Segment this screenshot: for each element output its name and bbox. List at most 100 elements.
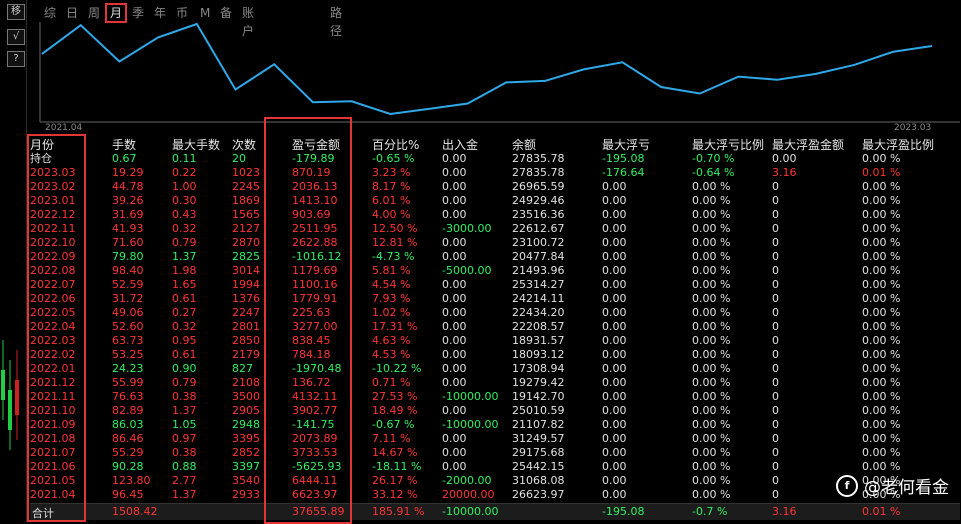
- cell-month: 2022.10: [30, 236, 76, 249]
- cell-maxloss: 0.00: [602, 250, 627, 263]
- tab-6[interactable]: 币: [176, 6, 189, 20]
- cell-flow: 20000.00: [442, 488, 495, 501]
- table-row[interactable]: 2023.02 44.78 1.00 2245 2036.13 8.17 % 0.00 269…: [30, 180, 960, 194]
- cell-maxprofit: 0: [772, 292, 779, 305]
- table-row[interactable]: 2022.09 79.80 1.37 2825 -1016.12 -4.73 % 0.00 2…: [30, 250, 960, 264]
- cell-month: 2022.04: [30, 320, 76, 333]
- header-lots[interactable]: 手数: [112, 138, 137, 152]
- cell-count: 2905: [232, 404, 260, 417]
- header-pct[interactable]: 百分比%: [372, 138, 420, 152]
- move-button[interactable]: 移: [7, 4, 25, 20]
- cell-balance: 25010.59: [512, 404, 565, 417]
- tab-3[interactable]: 月: [104, 3, 128, 23]
- table-row[interactable]: 2022.05 49.06 0.27 2247 225.63 1.02 % 0.00 2243…: [30, 306, 960, 320]
- cell-maxlosspct: 0.00 %: [692, 236, 731, 249]
- cell-maxloss: 0.00: [602, 474, 627, 487]
- tab-4[interactable]: 季: [132, 6, 145, 20]
- table-row[interactable]: 2021.06 90.28 0.88 3397 -5625.93 -18.11 % 0.00…: [30, 460, 960, 474]
- table-row[interactable]: 2022.12 31.69 0.43 1565 903.69 4.00 % 0.00 2351…: [30, 208, 960, 222]
- header-maxlots[interactable]: 最大手数: [172, 138, 221, 152]
- cell-maxloss: 0.00: [602, 390, 627, 403]
- help-button[interactable]: ?: [7, 51, 25, 67]
- cell-balance: 18931.57: [512, 334, 565, 347]
- table-row[interactable]: 2021.05 123.80 2.77 3540 6444.11 26.17 % -2000…: [30, 474, 960, 488]
- cell-maxprofitpct: 0.00 %: [862, 362, 901, 375]
- cell-pct: -4.73 %: [372, 250, 415, 263]
- table-row[interactable]: 2023.03 19.29 0.22 1023 870.19 3.23 % 0.00 2783…: [30, 166, 960, 180]
- cell-maxloss: 0.00: [602, 348, 627, 361]
- header-month[interactable]: 月份: [30, 138, 55, 152]
- table-row[interactable]: 2021.07 55.29 0.38 2852 3733.53 14.67 % 0.00 29…: [30, 446, 960, 460]
- cell-maxlots: 0.27: [172, 306, 197, 319]
- table-row[interactable]: 2022.11 41.93 0.32 2127 2511.95 12.50 % -3000.…: [30, 222, 960, 236]
- cell-pnl: 6444.11: [292, 474, 338, 487]
- tab-8[interactable]: 备: [220, 6, 233, 20]
- cell-lots: 41.93: [112, 222, 144, 235]
- cell-balance: 18093.12: [512, 348, 565, 361]
- cell-maxlosspct: 0.00 %: [692, 376, 731, 389]
- table-row[interactable]: 2021.11 76.63 0.38 3500 4132.11 27.53 % -10000…: [30, 390, 960, 404]
- cell-pct: 1.02 %: [372, 306, 411, 319]
- table-row[interactable]: 2021.09 86.03 1.05 2948 -141.75 -0.67 % -10000…: [30, 418, 960, 432]
- cell-lots: 31.72: [112, 292, 144, 305]
- table-row[interactable]: 2022.01 24.23 0.90 827 -1970.48 -10.22 % 0.00 1…: [30, 362, 960, 376]
- table-row[interactable]: 2021.10 82.89 1.37 2905 3902.77 18.49 % 0.00 25…: [30, 404, 960, 418]
- cell-maxlosspct: 0.00 %: [692, 404, 731, 417]
- cell-maxprofit: 0: [772, 236, 779, 249]
- header-maxloss[interactable]: 最大浮亏: [602, 138, 651, 152]
- table-row[interactable]: 2022.02 53.25 0.61 2179 784.18 4.53 % 0.00 1809…: [30, 348, 960, 362]
- tab-5[interactable]: 年: [154, 6, 167, 20]
- cell-balance: 26623.97: [512, 488, 565, 501]
- cell-balance: 26965.59: [512, 180, 565, 193]
- table-row[interactable]: 2021.04 96.45 1.37 2933 6623.97 33.12 % 20000.…: [30, 488, 960, 502]
- table-row[interactable]: 2021.08 86.46 0.97 3395 2073.89 7.11 % 0.00 312…: [30, 432, 960, 446]
- totals-maxlosspct: -0.7 %: [692, 505, 728, 518]
- table-row[interactable]: 持仓 0.67 0.11 20 -179.89 -0.65 % 0.00 27835.78 -1…: [30, 152, 960, 166]
- table-row[interactable]: 2022.04 52.60 0.32 2801 3277.00 17.31 % 0.00 22…: [30, 320, 960, 334]
- cell-count: 827: [232, 362, 253, 375]
- cell-pct: 17.31 %: [372, 320, 418, 333]
- tab-10[interactable]: 路径: [330, 6, 343, 38]
- header-pnl[interactable]: 盈亏金额: [292, 138, 341, 152]
- header-maxprofit[interactable]: 最大浮盈金额: [772, 138, 845, 152]
- cell-maxprofit: 0: [772, 390, 779, 403]
- cell-maxloss: 0.00: [602, 180, 627, 193]
- header-flow[interactable]: 出入金: [442, 138, 479, 152]
- table-row[interactable]: 2022.06 31.72 0.61 1376 1779.91 7.93 % 0.00 242…: [30, 292, 960, 306]
- tab-2[interactable]: 周: [88, 6, 101, 20]
- cell-pnl: -5625.93: [292, 460, 342, 473]
- tab-9[interactable]: 账户: [242, 6, 255, 38]
- header-maxprofitpct[interactable]: 最大浮盈比例: [862, 138, 935, 152]
- cell-lots: 0.67: [112, 152, 137, 165]
- tab-0[interactable]: 综: [44, 6, 57, 20]
- cell-balance: 19279.42: [512, 376, 565, 389]
- table-row[interactable]: 2023.01 39.26 0.30 1869 1413.10 6.01 % 0.00 249…: [30, 194, 960, 208]
- header-count[interactable]: 次数: [232, 138, 257, 152]
- cell-flow: 0.00: [442, 292, 467, 305]
- cell-maxprofitpct: 0.00 %: [862, 404, 901, 417]
- cell-pct: -0.67 %: [372, 418, 415, 431]
- header-balance[interactable]: 余额: [512, 138, 537, 152]
- check-button[interactable]: √: [7, 29, 25, 45]
- cell-maxloss: 0.00: [602, 208, 627, 221]
- cell-maxlosspct: 0.00 %: [692, 348, 731, 361]
- cell-maxlots: 0.95: [172, 334, 197, 347]
- table-row[interactable]: 2022.07 52.59 1.65 1994 1100.16 4.54 % 0.00 253…: [30, 278, 960, 292]
- table-row[interactable]: 2022.03 63.73 0.95 2850 838.45 4.63 % 0.00 1893…: [30, 334, 960, 348]
- cell-balance: 23516.36: [512, 208, 565, 221]
- totals-label: 合计: [32, 507, 54, 520]
- table-row[interactable]: 2022.10 71.60 0.79 2870 2622.88 12.81 % 0.00 23…: [30, 236, 960, 250]
- cell-balance: 24214.11: [512, 292, 565, 305]
- totals-maxprofit: 3.16: [772, 505, 797, 518]
- cell-flow: 0.00: [442, 250, 467, 263]
- cell-pct: 18.49 %: [372, 404, 418, 417]
- cell-count: 2850: [232, 334, 260, 347]
- cell-maxlots: 0.32: [172, 222, 197, 235]
- cell-pct: -18.11 %: [372, 460, 422, 473]
- tab-1[interactable]: 日: [66, 6, 79, 20]
- table-row[interactable]: 2022.08 98.40 1.98 3014 1179.69 5.81 % -5000.0…: [30, 264, 960, 278]
- cell-flow: 0.00: [442, 334, 467, 347]
- table-row[interactable]: 2021.12 55.99 0.79 2108 136.72 0.71 % 0.00 1927…: [30, 376, 960, 390]
- tab-7[interactable]: M: [200, 6, 211, 20]
- header-maxlosspct[interactable]: 最大浮亏比例: [692, 138, 765, 152]
